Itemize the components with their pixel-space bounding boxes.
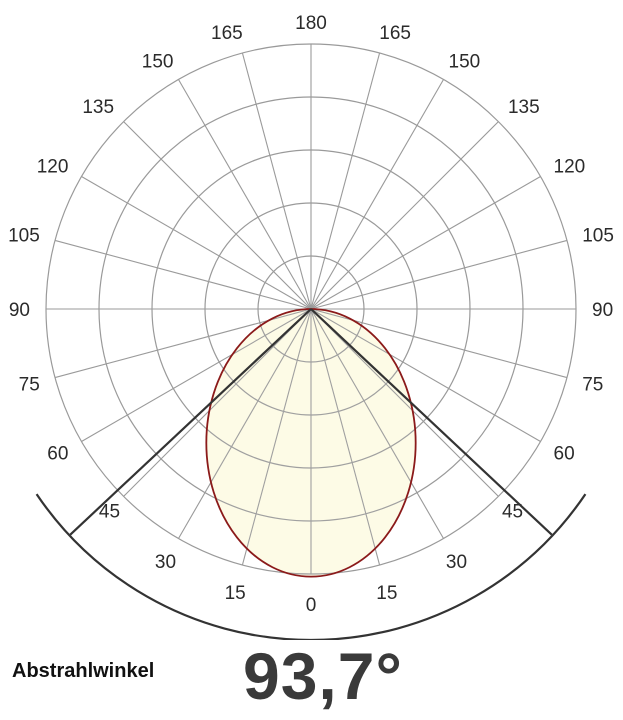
tick-label-right: 135	[508, 97, 540, 118]
grid-spoke	[310, 79, 444, 310]
lobe-grid-spoke	[206, 309, 312, 497]
tick-label-top: 180	[295, 13, 327, 34]
beam-angle-caption: Abstrahlwinkel	[12, 660, 155, 682]
tick-label-right: 120	[554, 157, 586, 178]
tick-label-left: 150	[142, 51, 174, 72]
tick-label-left: 15	[225, 583, 246, 604]
tick-label-left: 105	[8, 226, 40, 247]
tick-label-left: 120	[37, 157, 69, 178]
grid-spoke	[123, 121, 312, 310]
tick-label-right: 15	[376, 583, 397, 604]
tick-label-right: 75	[582, 374, 603, 395]
caption-row: Abstrahlwinkel 93,7°	[0, 630, 623, 720]
grid-spoke	[310, 239, 568, 310]
tick-label-left: 30	[155, 552, 176, 573]
tick-label-right: 90	[592, 300, 613, 321]
grid-spoke	[241, 52, 312, 310]
lobe-grid-spoke	[206, 309, 312, 539]
tick-label-right: 105	[582, 226, 614, 247]
lobe-grid-spoke	[241, 309, 312, 566]
beam-arc	[35, 493, 587, 640]
tick-label-right: 60	[554, 444, 575, 465]
tick-label-left: 90	[9, 300, 30, 321]
beam-edge-line	[69, 308, 312, 536]
grid-spoke	[178, 79, 312, 310]
grid-spoke	[54, 239, 312, 310]
grid-spoke	[310, 121, 499, 310]
tick-label-right: 45	[502, 502, 523, 523]
lobe-grid-spoke	[206, 309, 312, 442]
tick-label-left: 165	[211, 23, 243, 44]
grid-spoke	[81, 176, 312, 310]
lobe-grid-spoke	[310, 309, 416, 497]
tick-label-left: 75	[19, 374, 40, 395]
beam-edge-line	[310, 308, 553, 536]
grid-spoke	[310, 176, 541, 310]
tick-label-right: 30	[446, 552, 467, 573]
intensity-lobe	[205, 308, 417, 578]
tick-label-right: 150	[449, 51, 481, 72]
grid-spoke	[310, 52, 381, 310]
lobe-grid-spoke	[310, 309, 416, 442]
tick-label-bottom: 0	[306, 595, 317, 616]
tick-label-left: 60	[47, 444, 68, 465]
tick-label-right: 165	[379, 23, 411, 44]
tick-label-left: 135	[82, 97, 114, 118]
beam-angle-indicator	[35, 308, 587, 640]
lobe-grid-spoke	[310, 309, 416, 539]
tick-label-left: 45	[99, 502, 120, 523]
beam-angle-value: 93,7°	[243, 639, 403, 713]
lobe-grid-spoke	[310, 309, 381, 566]
